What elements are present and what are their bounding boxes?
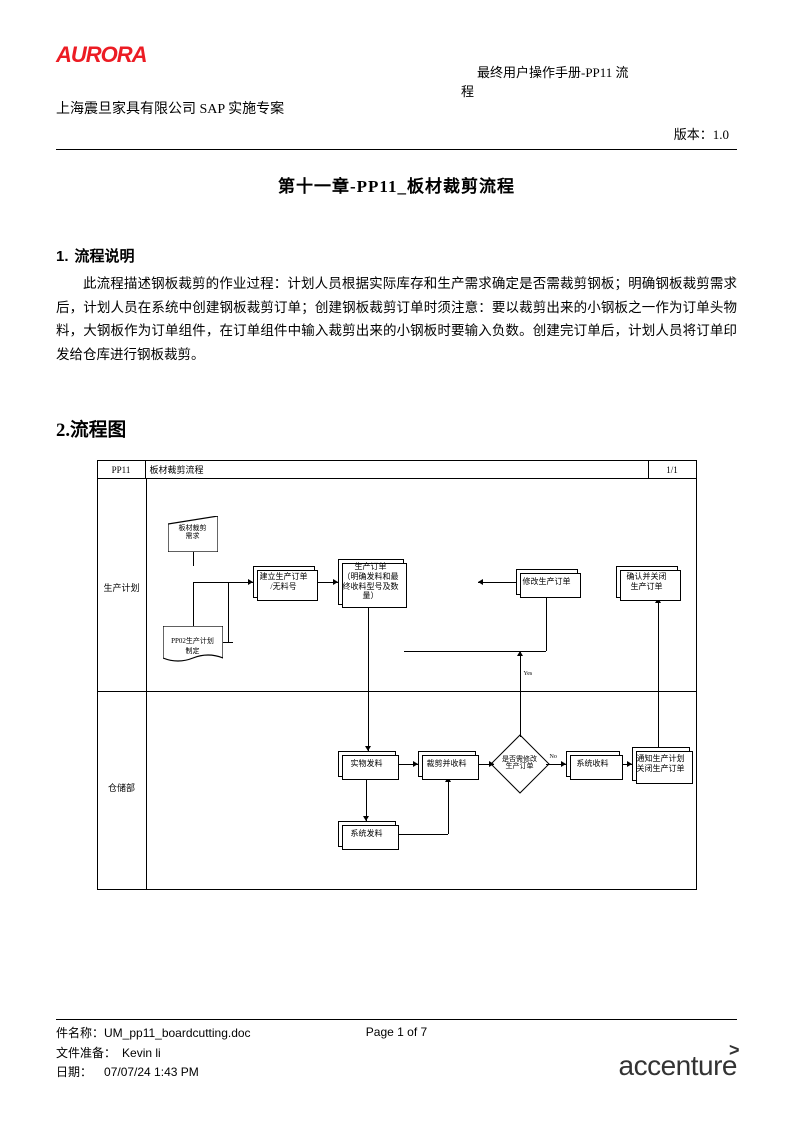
sec1-heading: 流程说明: [75, 249, 135, 265]
flow-title: 板材裁剪流程: [146, 461, 648, 478]
label-no: No: [550, 754, 557, 760]
section-1: 1. 流程说明 此流程描述钢板裁剪的作业过程：计划人员根据实际库存和生产需求确定是…: [56, 245, 737, 367]
flow-code: PP11: [98, 461, 146, 478]
node-n3: 修改生产订单: [516, 569, 578, 595]
section-2: 2.流程图 PP11 板材裁剪流程 1/1 生产计划 仓储部 板材裁剪 需求 P…: [56, 415, 737, 890]
label-yes: Yes: [524, 671, 533, 677]
footer-rule: [56, 1019, 737, 1020]
page-title: 第十一章-PP11_板材裁剪流程: [56, 172, 737, 197]
doc-ref-l1: 最终用户操作手册-PP11 流: [477, 62, 737, 81]
lane2-label: 仓储部: [98, 781, 146, 794]
sec2-heading: 流程图: [70, 420, 126, 441]
page-number: Page 1 of 7: [366, 1025, 427, 1039]
version-label: 版本：1.0: [56, 124, 737, 143]
author: Kevin li: [122, 1046, 161, 1060]
node-n6: 裁剪并收料: [418, 751, 476, 777]
sec1-body: 此流程描述钢板裁剪的作业过程：计划人员根据实际库存和生产需求确定是否需裁剪钢板；…: [56, 272, 737, 367]
node-n9: 系统发料: [338, 821, 396, 847]
doc-ref: 最终用户操作手册-PP11 流 程: [477, 62, 737, 100]
accenture-logo: accenture>: [619, 1050, 737, 1082]
node-n8: 通知生产计划 关闭生产订单: [632, 747, 690, 781]
author-label: 文件准备：: [56, 1046, 116, 1060]
node-n1: 建立生产订单 /无料号: [253, 566, 315, 598]
node-n2: 生产订单 （明确发料和最 终收料型号及数 量）: [338, 559, 404, 605]
node-ref: PP02生产计划 制定: [163, 626, 223, 666]
flow-page: 1/1: [648, 461, 696, 478]
header-rule: [56, 149, 737, 150]
flowchart: PP11 板材裁剪流程 1/1 生产计划 仓储部 板材裁剪 需求 PP02生产计…: [97, 460, 697, 890]
date-label: 日期：: [56, 1065, 92, 1079]
sec1-num: 1.: [56, 248, 69, 265]
filename: UM_pp11_boardcutting.doc: [104, 1026, 251, 1040]
node-dec: 是否需修改 生产订单: [490, 734, 550, 794]
date: 07/07/24 1:43 PM: [104, 1065, 199, 1079]
node-n7: 系统收料: [566, 751, 620, 777]
node-n4: 确认并关闭 生产订单: [616, 566, 678, 598]
node-input: 板材裁剪 需求: [168, 516, 218, 552]
filename-label: 件名称：: [56, 1026, 104, 1040]
company-line: 上海震旦家具有限公司 SAP 实施专案: [56, 98, 737, 118]
footer: 件名称：UM_pp11_boardcutting.doc 文件准备： Kevin…: [56, 1019, 737, 1082]
node-n5: 实物发料: [338, 751, 396, 777]
sec2-num: 2.: [56, 420, 70, 441]
doc-ref-l2: 程: [461, 81, 737, 100]
lane1-label: 生产计划: [98, 581, 146, 594]
